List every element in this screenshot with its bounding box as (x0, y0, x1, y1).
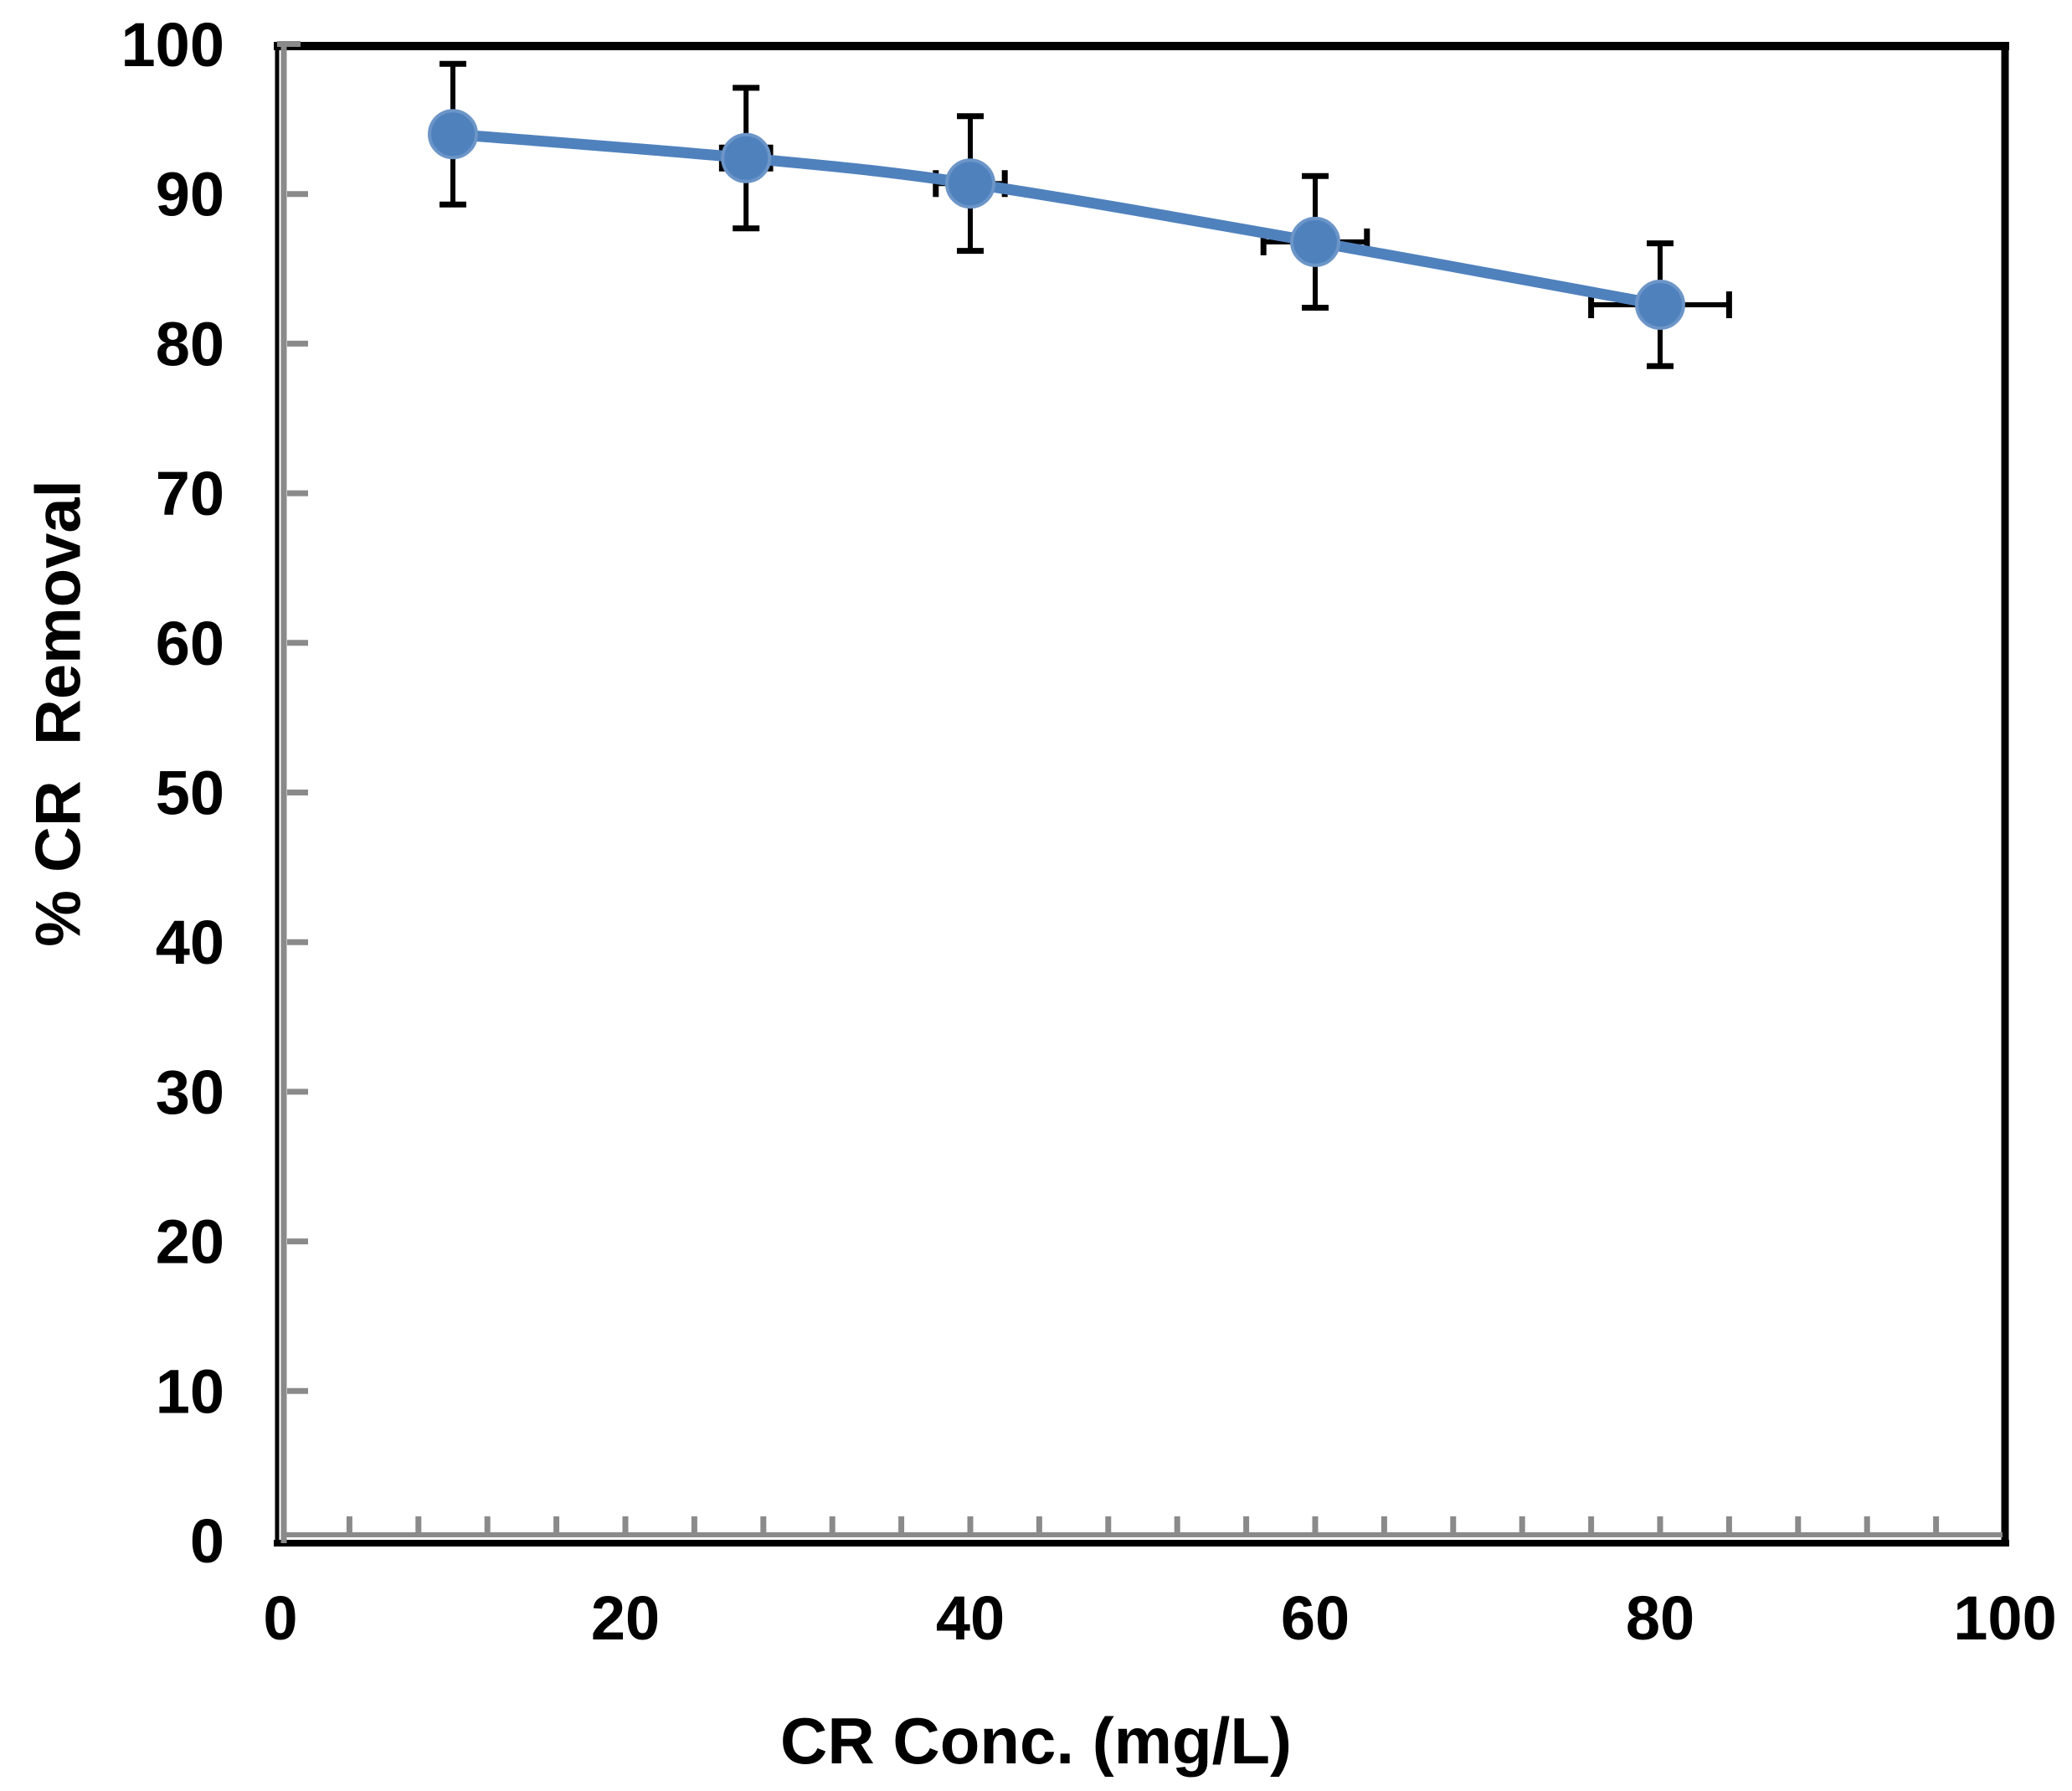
y-tick-label: 60 (156, 609, 224, 678)
data-point-marker (721, 132, 772, 183)
y-tick-label: 70 (156, 459, 224, 528)
y-tick-label: 90 (156, 160, 224, 229)
x-tick-label: 40 (936, 1583, 1005, 1653)
y-axis-title: % CR Removal (23, 480, 95, 947)
x-tick-label: 20 (591, 1583, 660, 1653)
y-tick-label: 30 (156, 1058, 224, 1127)
y-tick-label: 0 (190, 1506, 224, 1576)
y-tick-label: 10 (156, 1356, 224, 1426)
data-point-marker (428, 109, 478, 160)
data-point-marker (1635, 279, 1685, 330)
axis-corner-cap (277, 41, 301, 47)
data-point-marker (1290, 216, 1340, 267)
x-tick-label: 0 (263, 1583, 297, 1653)
series-line (447, 128, 1666, 311)
y-tick-label: 40 (156, 908, 224, 977)
x-tick-label: 60 (1281, 1583, 1350, 1653)
y-tick-label: 50 (156, 759, 224, 828)
data-point-marker (945, 158, 995, 209)
x-axis-title: CR Conc. (mg/L) (780, 1704, 1292, 1778)
y-tick-label: 100 (121, 10, 224, 80)
y-tick-label: 80 (156, 309, 224, 378)
x-tick-label: 100 (1953, 1583, 2056, 1653)
x-tick-label: 80 (1626, 1583, 1694, 1653)
y-tick-label: 20 (156, 1207, 224, 1277)
